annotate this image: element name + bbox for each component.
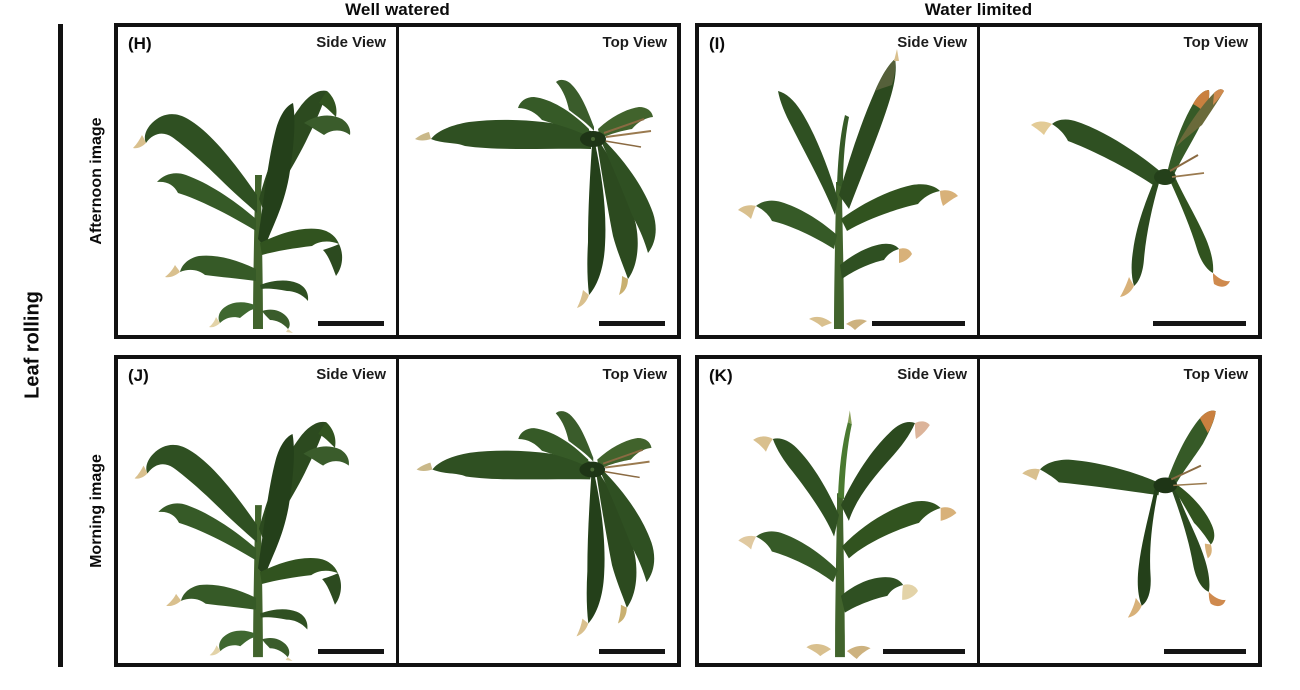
side-view-label: Side View xyxy=(897,366,967,383)
side-view-label: Side View xyxy=(897,34,967,51)
maize-plant-side-view xyxy=(738,49,958,330)
panel-J-side-view: (J) Side View xyxy=(118,359,396,663)
top-view-label: Top View xyxy=(1183,34,1248,51)
panel-letter-K: (K) xyxy=(709,366,733,385)
trait-axis-rule xyxy=(58,24,63,667)
row-header-morning-image: Morning image xyxy=(88,454,105,568)
top-view-label: Top View xyxy=(1183,366,1248,383)
panel-K-top-view: Top View xyxy=(977,359,1258,663)
maize-plant-top-view xyxy=(414,78,657,309)
panel-J-top-view: Top View xyxy=(396,359,677,663)
scale-bar xyxy=(872,321,965,326)
panel-H-side-view: (H) Side View xyxy=(118,27,396,335)
panel-H: (H) Side View Top View xyxy=(114,23,681,339)
side-view-label: Side View xyxy=(316,366,386,383)
panel-letter-I: (I) xyxy=(709,34,726,53)
maize-plant-top-view xyxy=(415,410,656,638)
panel-J: (J) Side View Top View xyxy=(114,355,681,667)
panel-I-side-view: (I) Side View xyxy=(699,27,977,335)
maize-plant-side-view xyxy=(133,90,351,333)
panel-H-top-view: Top View xyxy=(396,27,677,335)
panel-letter-J: (J) xyxy=(128,366,149,385)
top-view-label: Top View xyxy=(602,366,667,383)
side-view-label: Side View xyxy=(316,34,386,51)
scale-bar xyxy=(318,649,384,654)
panel-I-top-view: Top View xyxy=(977,27,1258,335)
column-header-water-limited: Water limited xyxy=(924,0,1033,19)
column-header-well-watered: Well watered xyxy=(345,0,450,19)
panel-letter-H: (H) xyxy=(128,34,152,53)
scale-bar xyxy=(599,321,665,326)
maize-plant-side-view xyxy=(134,421,349,662)
maize-plant-side-view xyxy=(738,410,957,660)
scale-bar xyxy=(318,321,384,326)
top-view-label: Top View xyxy=(602,34,667,51)
trait-axis-label: Leaf rolling xyxy=(21,291,44,399)
row-header-afternoon-image: Afternoon image xyxy=(88,117,105,245)
maize-plant-top-view xyxy=(1030,88,1231,298)
panel-K-side-view: (K) Side View xyxy=(699,359,977,663)
scale-bar xyxy=(1164,649,1246,654)
maize-plant-top-view xyxy=(1021,409,1227,619)
scale-bar xyxy=(1153,321,1246,326)
scale-bar xyxy=(599,649,665,654)
panel-I: (I) Side View Top View xyxy=(695,23,1262,339)
scale-bar xyxy=(883,649,965,654)
panel-K: (K) Side View Top View xyxy=(695,355,1262,667)
